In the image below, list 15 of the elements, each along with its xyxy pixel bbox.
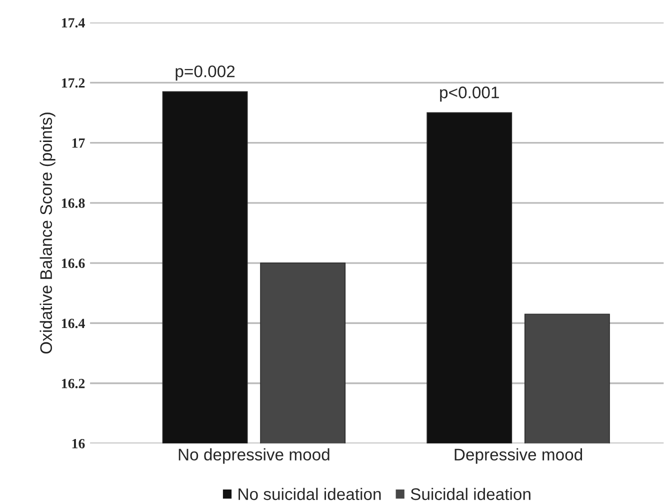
y-tick-label: 16.4 (62, 318, 85, 328)
y-tick-label: 17 (72, 138, 85, 148)
y-tick-label: 17.2 (62, 78, 85, 88)
legend-label: Suicidal ideation (410, 488, 530, 500)
x-tick-label: No depressive mood (178, 448, 330, 464)
y-tick-label: 16.8 (62, 198, 85, 208)
legend-label: No suicidal ideation (238, 488, 381, 500)
y-tick-label: 16 (72, 439, 85, 448)
annotation: p=0.002 (176, 65, 235, 81)
x-tick-label: Depressive mood (454, 448, 582, 464)
y-axis-title: Oxidative Balance Score (points) (40, 112, 56, 354)
y-tick-label: 16.6 (62, 258, 85, 268)
y-tick-label: 16.2 (62, 378, 85, 388)
y-tick-label: 17.4 (62, 18, 85, 28)
annotation: p<0.001 (440, 86, 499, 102)
